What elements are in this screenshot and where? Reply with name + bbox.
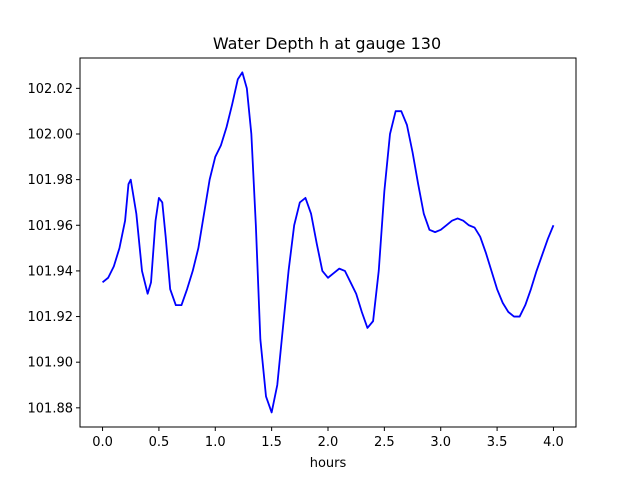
- x-tick-label: 3.5: [487, 435, 508, 450]
- x-tick-label: 0.0: [92, 435, 113, 450]
- x-tick-label: 4.0: [543, 435, 564, 450]
- series-line-water-depth: [101, 71, 555, 414]
- x-tick-label: 1.5: [261, 435, 282, 450]
- x-axis-label: hours: [310, 456, 347, 471]
- y-tick-label: 101.92: [28, 310, 74, 325]
- x-tick-label: 3.0: [430, 435, 451, 450]
- y-tick-label: 101.94: [28, 264, 74, 279]
- plot-area: [79, 57, 577, 428]
- y-tick-label: 101.88: [28, 401, 74, 416]
- x-tick-label: 2.0: [318, 435, 339, 450]
- y-tick-label: 102.02: [28, 82, 74, 97]
- x-tick-label: 0.5: [149, 435, 170, 450]
- chart-title: Water Depth h at gauge 130: [213, 34, 441, 53]
- x-tick-label: 2.5: [374, 435, 395, 450]
- y-tick-label: 101.96: [28, 219, 74, 234]
- y-axis: 101.88 101.90 101.92 101.94 101.96 101.98 102.…: [28, 82, 80, 416]
- y-tick-label: 102.00: [28, 127, 74, 142]
- x-tick-label: 1.0: [205, 435, 226, 450]
- y-tick-label: 101.98: [28, 173, 74, 188]
- y-tick-label: 101.90: [28, 356, 74, 371]
- x-axis: 0.0 0.5 1.0 1.5 2.0 2.5 3.0 3.5 4.0: [92, 427, 564, 450]
